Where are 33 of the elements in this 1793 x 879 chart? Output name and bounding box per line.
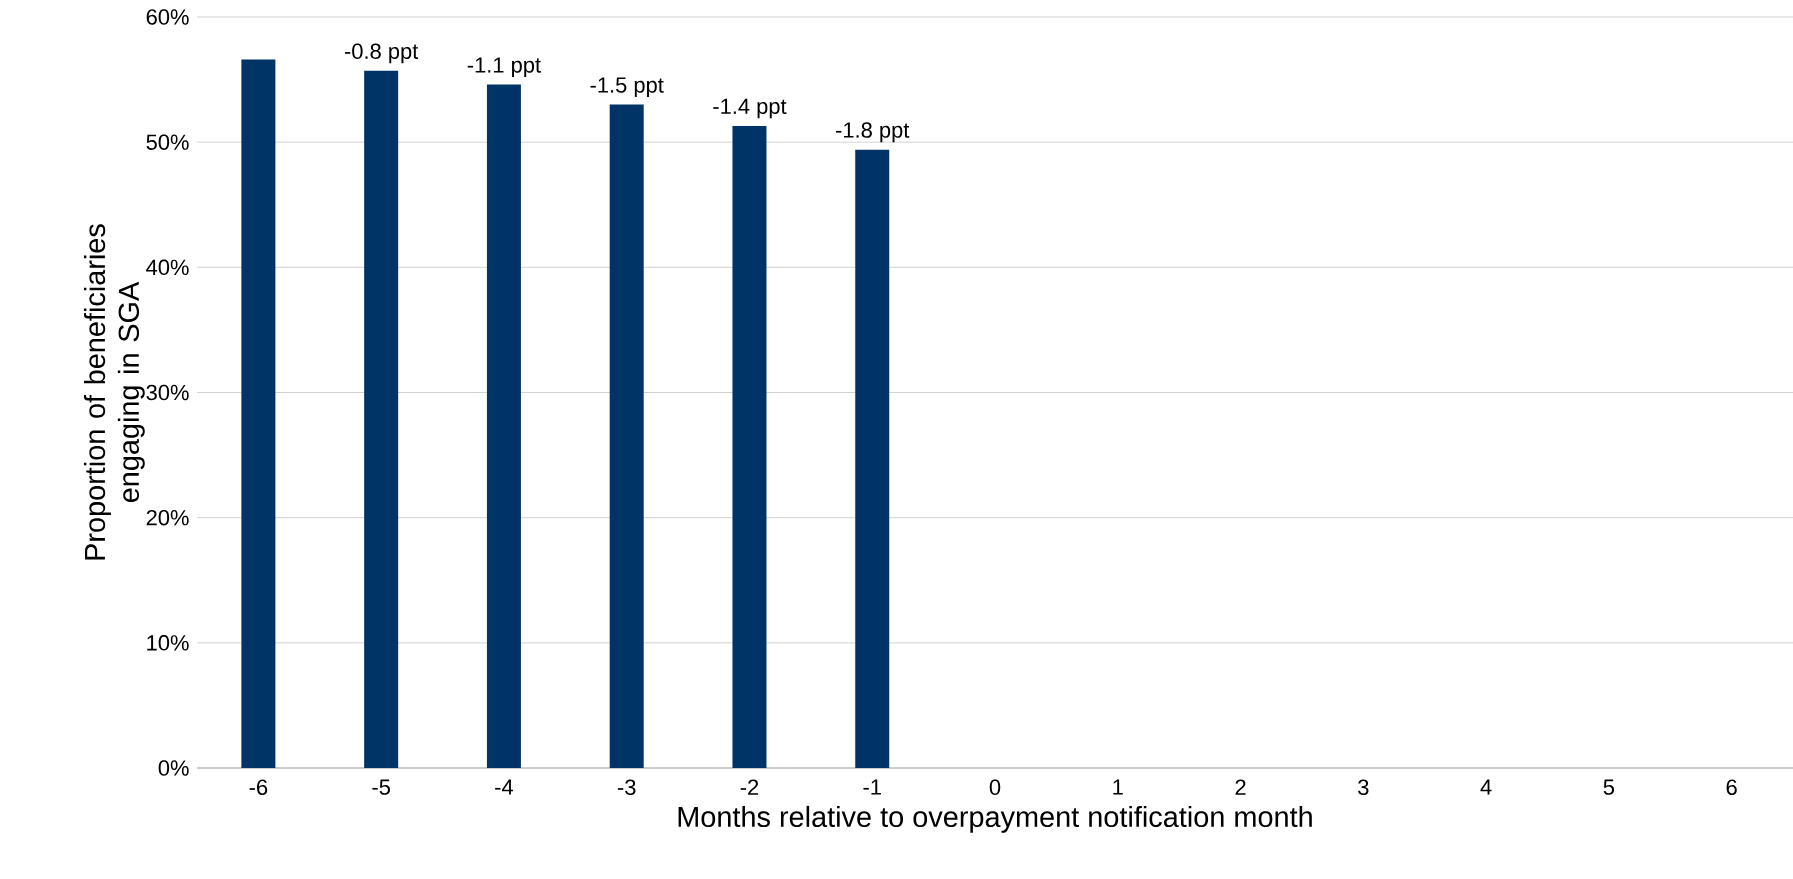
bar <box>364 70 399 768</box>
x-tick-label: 3 <box>1358 779 1369 796</box>
annotation: -1.1 ppt <box>467 57 541 78</box>
x-tick-label: 4 <box>1480 779 1492 795</box>
x-tick-label: -5 <box>372 779 390 795</box>
bar <box>241 59 276 768</box>
x-tick-label: -1 <box>863 779 881 795</box>
y-tick-label: 20% <box>146 509 189 526</box>
bar <box>732 125 767 768</box>
annotation: -0.8 ppt <box>344 43 419 64</box>
bar <box>609 104 644 768</box>
annotation: -1.4 ppt <box>713 98 787 119</box>
annotation: -1.5 ppt <box>590 77 664 98</box>
bar <box>486 84 521 768</box>
y-tick-label: 30% <box>146 384 189 401</box>
x-tick-label: 1 <box>1113 779 1123 795</box>
x-tick-label: -2 <box>740 779 759 795</box>
x-axis-title: Months relative to overpayment notification month <box>678 805 1312 833</box>
x-tick-label: -4 <box>495 779 514 795</box>
y-axis-title: Proportion of beneficiaries engaging in SGA <box>83 224 145 560</box>
y-tick-label: 0% <box>158 760 189 776</box>
x-tick-label: 5 <box>1603 779 1615 795</box>
y-tick-label: 50% <box>146 134 189 150</box>
y-tick-label: 40% <box>146 259 189 276</box>
x-tick-label: 0 <box>989 779 1001 796</box>
bar <box>855 149 890 768</box>
annotation: -1.8 ppt <box>836 122 910 143</box>
x-tick-label: 2 <box>1235 779 1246 795</box>
y-tick-label: 60% <box>146 9 189 25</box>
x-tick-label: -3 <box>617 779 636 796</box>
x-tick-label: -6 <box>249 779 268 796</box>
x-tick-label: 6 <box>1726 779 1737 796</box>
y-tick-label: 10% <box>147 635 189 651</box>
